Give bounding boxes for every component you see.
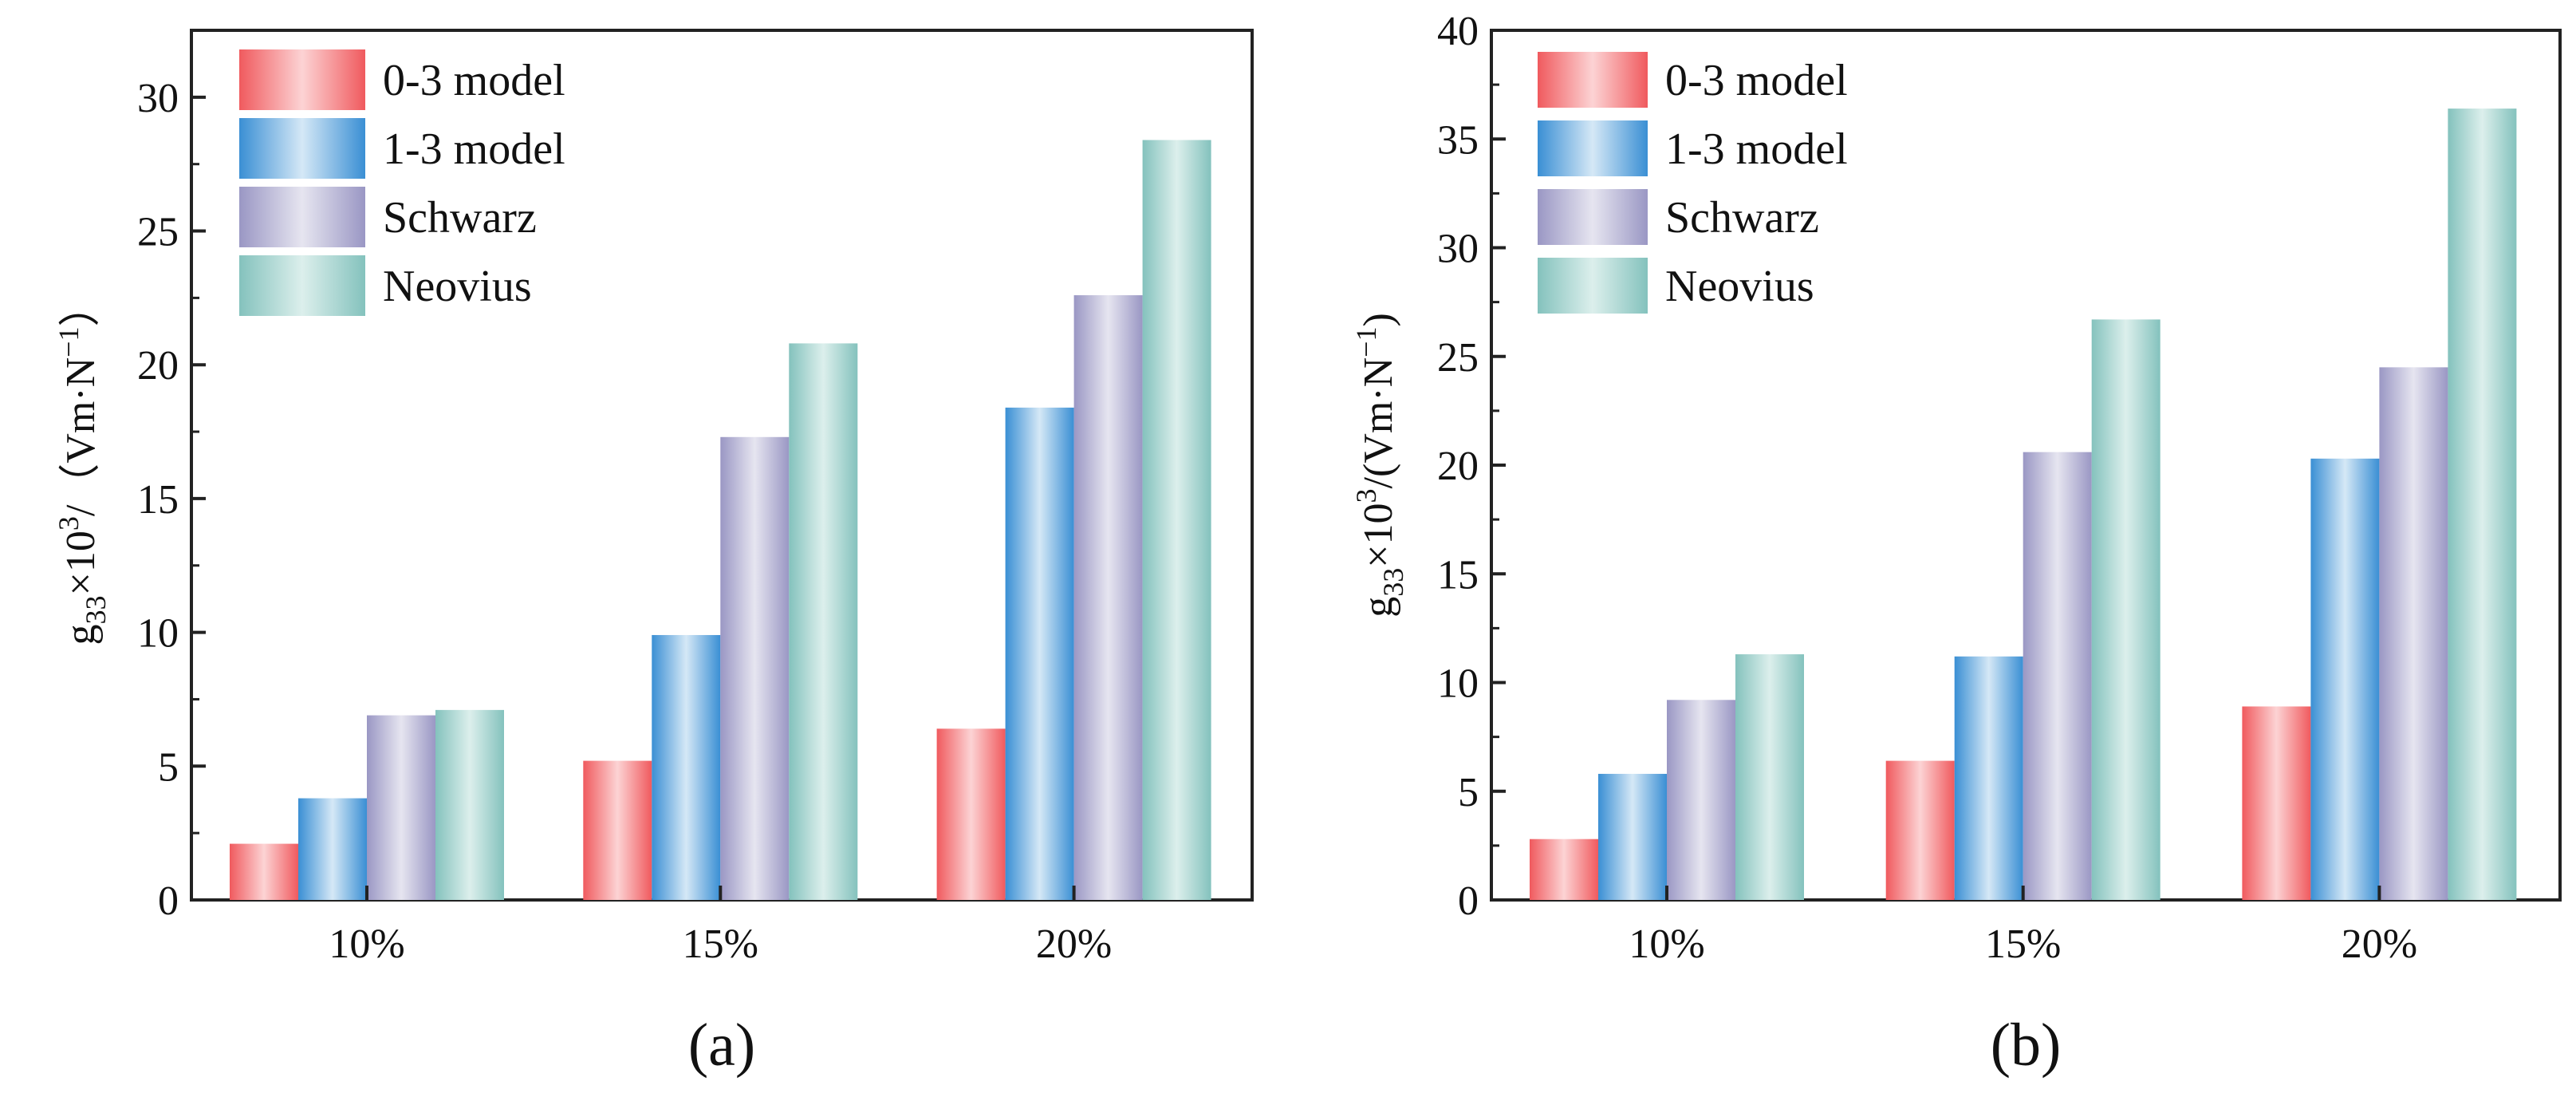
x-tick-label: 15% xyxy=(683,921,758,967)
bar-1-3-model-3 xyxy=(1005,407,1074,900)
y-axis-ticks-b: 0 5 10 15 20 25 30 35 40 xyxy=(1437,9,1506,924)
legend-label: 0-3 model xyxy=(383,56,565,105)
bar-0-3-model-3 xyxy=(2242,706,2311,900)
x-tick-label: 20% xyxy=(1036,921,1112,967)
bar-schwarz-1 xyxy=(367,715,435,900)
x-tick-label: 20% xyxy=(2342,921,2417,967)
y-axis-ticks-a: 0 5 10 15 20 25 30 xyxy=(137,76,206,924)
legend-label: Neovius xyxy=(383,262,532,311)
y-axis-title-a: g33×103/（Vm·N−1） xyxy=(53,286,112,645)
bar-schwarz-3 xyxy=(2379,367,2448,900)
y-tick-label: 20 xyxy=(1437,444,1479,489)
y-tick-label: 25 xyxy=(137,210,179,255)
legend-label: Schwarz xyxy=(1665,193,1819,243)
y-tick-label: 25 xyxy=(1437,335,1479,381)
bar-0-3-model-2 xyxy=(1885,760,1955,900)
y-tick-label: 40 xyxy=(1437,9,1479,54)
bars-a xyxy=(230,140,1211,900)
y-tick-label: 15 xyxy=(1437,552,1479,598)
y-tick-label: 30 xyxy=(1437,227,1479,272)
legend-swatch xyxy=(239,49,365,110)
x-tick-label: 10% xyxy=(1629,921,1704,967)
bar-0-3-model-1 xyxy=(230,843,298,900)
bar-schwarz-2 xyxy=(2023,452,2092,900)
x-tick-label: 10% xyxy=(329,921,404,967)
y-tick-label: 30 xyxy=(137,76,179,121)
bar-0-3-model-1 xyxy=(1530,839,1598,900)
x-axis-categories-b: 10% 15% 20% xyxy=(1629,886,2417,967)
y-tick-label: 20 xyxy=(137,343,179,389)
legend-swatch xyxy=(239,187,365,247)
y-tick-label: 15 xyxy=(137,477,179,523)
y-tick-label: 0 xyxy=(158,878,179,924)
bar-1-3-model-2 xyxy=(1954,656,2023,900)
y-tick-label: 0 xyxy=(1458,878,1479,924)
bar-neovius-1 xyxy=(1735,654,1804,900)
y-tick-label: 5 xyxy=(1458,770,1479,815)
bar-neovius-3 xyxy=(1142,140,1211,900)
legend-swatch xyxy=(239,118,365,179)
legend-swatch xyxy=(1538,189,1648,245)
legend-a: 0-3 model 1-3 model Schwarz Neovius xyxy=(239,49,565,316)
y-tick-label: 35 xyxy=(1437,117,1479,163)
bar-neovius-3 xyxy=(2448,109,2517,901)
chart-panel-a: 0 5 10 15 20 25 30 10% 15% 20% 0-3 model 1-3 mode… xyxy=(53,29,1254,1079)
legend-label: Neovius xyxy=(1665,262,1814,311)
legend-label: 1-3 model xyxy=(383,124,565,174)
bar-neovius-2 xyxy=(789,343,858,900)
x-tick-label: 15% xyxy=(1985,921,2061,967)
panel-label-b: (b) xyxy=(1991,1012,2062,1079)
bar-schwarz-3 xyxy=(1073,295,1143,900)
bar-schwarz-2 xyxy=(720,436,790,900)
legend-label: 0-3 model xyxy=(1665,56,1848,105)
x-axis-categories-a: 10% 15% 20% xyxy=(329,886,1112,967)
legend-swatch xyxy=(239,255,365,316)
legend-swatch xyxy=(1538,258,1648,314)
legend-label: 1-3 model xyxy=(1665,124,1848,174)
bars-b xyxy=(1530,109,2517,901)
bar-1-3-model-1 xyxy=(298,798,367,900)
bar-neovius-1 xyxy=(435,709,504,900)
bar-schwarz-1 xyxy=(1667,700,1735,900)
y-tick-label: 10 xyxy=(1437,661,1479,707)
legend-swatch xyxy=(1538,120,1648,176)
bar-0-3-model-2 xyxy=(583,760,652,900)
bar-neovius-2 xyxy=(2091,319,2160,900)
y-tick-label: 5 xyxy=(158,744,179,790)
bar-0-3-model-3 xyxy=(936,728,1006,900)
legend-label: Schwarz xyxy=(383,193,537,243)
y-tick-label: 10 xyxy=(137,611,179,657)
bar-1-3-model-1 xyxy=(1598,773,1667,900)
chart-panel-b: 0 5 10 15 20 25 30 35 40 10% 15% 20% 0-3 model 1-3 … xyxy=(1350,9,2562,1079)
panel-label-a: (a) xyxy=(688,1012,755,1079)
y-axis-title-b: g33×103/(Vm·N−1) xyxy=(1350,313,1409,618)
bar-1-3-model-2 xyxy=(652,634,721,900)
legend-b: 0-3 model 1-3 model Schwarz Neovius xyxy=(1538,52,1848,314)
bar-1-3-model-3 xyxy=(2310,458,2380,900)
legend-swatch xyxy=(1538,52,1648,108)
